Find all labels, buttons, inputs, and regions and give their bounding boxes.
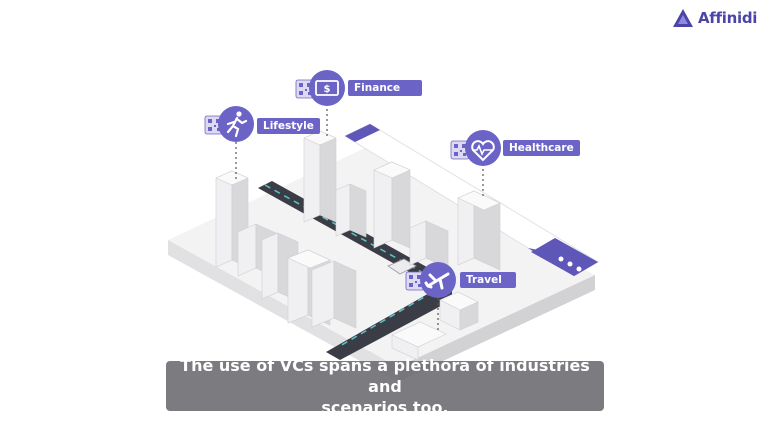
buildings [215,130,501,361]
brand-logo: Affinidi [672,8,757,28]
qr-code-icon [405,271,425,291]
brand-name: Affinidi [698,9,758,27]
window-dot-icon [567,261,573,267]
category-label-healthcare: Healthcare [503,140,580,156]
qr-code-icon [450,140,470,160]
airplane-icon [420,262,456,298]
connector-lines [235,104,484,330]
caption-line-2: scenarios too. [321,397,449,417]
affinidi-logo-icon [673,9,693,27]
window-dot-icon [558,256,564,262]
caption-line-1: The use of VCs spans a plethora of indus… [180,355,590,396]
heart-pulse-icon [465,130,501,166]
window-dot-icon [576,266,582,272]
category-label-travel: Travel [460,272,516,288]
money-icon: $ [309,70,345,106]
running-person-icon [218,106,254,142]
category-label-lifestyle: Lifestyle [257,118,320,134]
subtitle-caption: The use of VCs spans a plethora of indus… [166,356,604,417]
category-label-finance: Finance [348,80,422,96]
svg-text:$: $ [324,84,331,95]
